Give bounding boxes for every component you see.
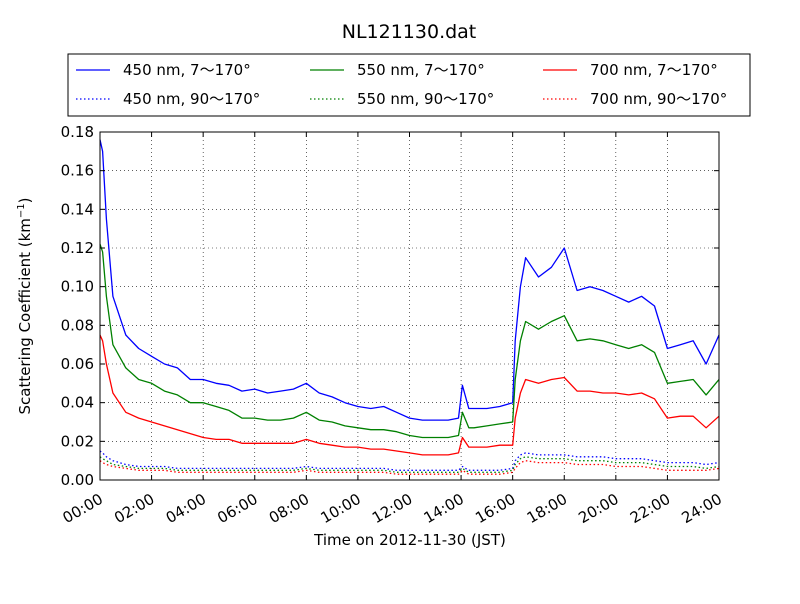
y-tick-label: 0.14 bbox=[61, 200, 94, 218]
y-tick-labels: 0.00 0.02 0.04 0.06 0.08 0.10 0.12 0.14 0.16 0.18 bbox=[61, 123, 94, 489]
x-axis-label: Time on 2012-11-30 (JST) bbox=[313, 531, 506, 549]
series-line bbox=[99, 456, 720, 473]
y-tick-label: 0.04 bbox=[61, 394, 94, 412]
y-tick-label: 0.08 bbox=[61, 316, 94, 334]
y-tick-label: 0.00 bbox=[61, 471, 94, 489]
y-axis-label-close: ) bbox=[16, 197, 34, 203]
series-layer bbox=[99, 139, 720, 475]
chart-title: NL121130.dat bbox=[342, 21, 477, 43]
legend-label: 700 nm, 7～170° bbox=[590, 61, 718, 79]
y-tick-label: 0.18 bbox=[61, 123, 94, 141]
series-line bbox=[99, 243, 720, 439]
series-line bbox=[99, 139, 720, 421]
series-line bbox=[99, 334, 720, 456]
legend: 450 nm, 7～170° 550 nm, 7～170° 700 nm, 7～17… bbox=[67, 53, 751, 117]
y-axis-label-main: Scattering Coefficient (km bbox=[16, 218, 34, 414]
legend-label: 700 nm, 90～170° bbox=[590, 90, 727, 108]
y-tick-label: 0.06 bbox=[61, 355, 94, 373]
y-tick-label: 0.16 bbox=[61, 162, 94, 180]
legend-label: 550 nm, 90～170° bbox=[357, 90, 494, 108]
ticks bbox=[99, 131, 720, 481]
y-axis-label: Scattering Coefficient (km−1) bbox=[16, 197, 34, 414]
legend-label: 450 nm, 90～170° bbox=[123, 90, 260, 108]
y-tick-label: 0.12 bbox=[61, 239, 94, 257]
y-tick-label: 0.10 bbox=[61, 278, 94, 296]
series-line bbox=[99, 460, 720, 475]
y-axis-label-superscript: −1 bbox=[16, 203, 27, 218]
y-tick-label: 0.02 bbox=[61, 432, 94, 450]
legend-label: 450 nm, 7～170° bbox=[123, 61, 251, 79]
legend-box bbox=[67, 53, 751, 117]
legend-label: 550 nm, 7～170° bbox=[357, 61, 485, 79]
